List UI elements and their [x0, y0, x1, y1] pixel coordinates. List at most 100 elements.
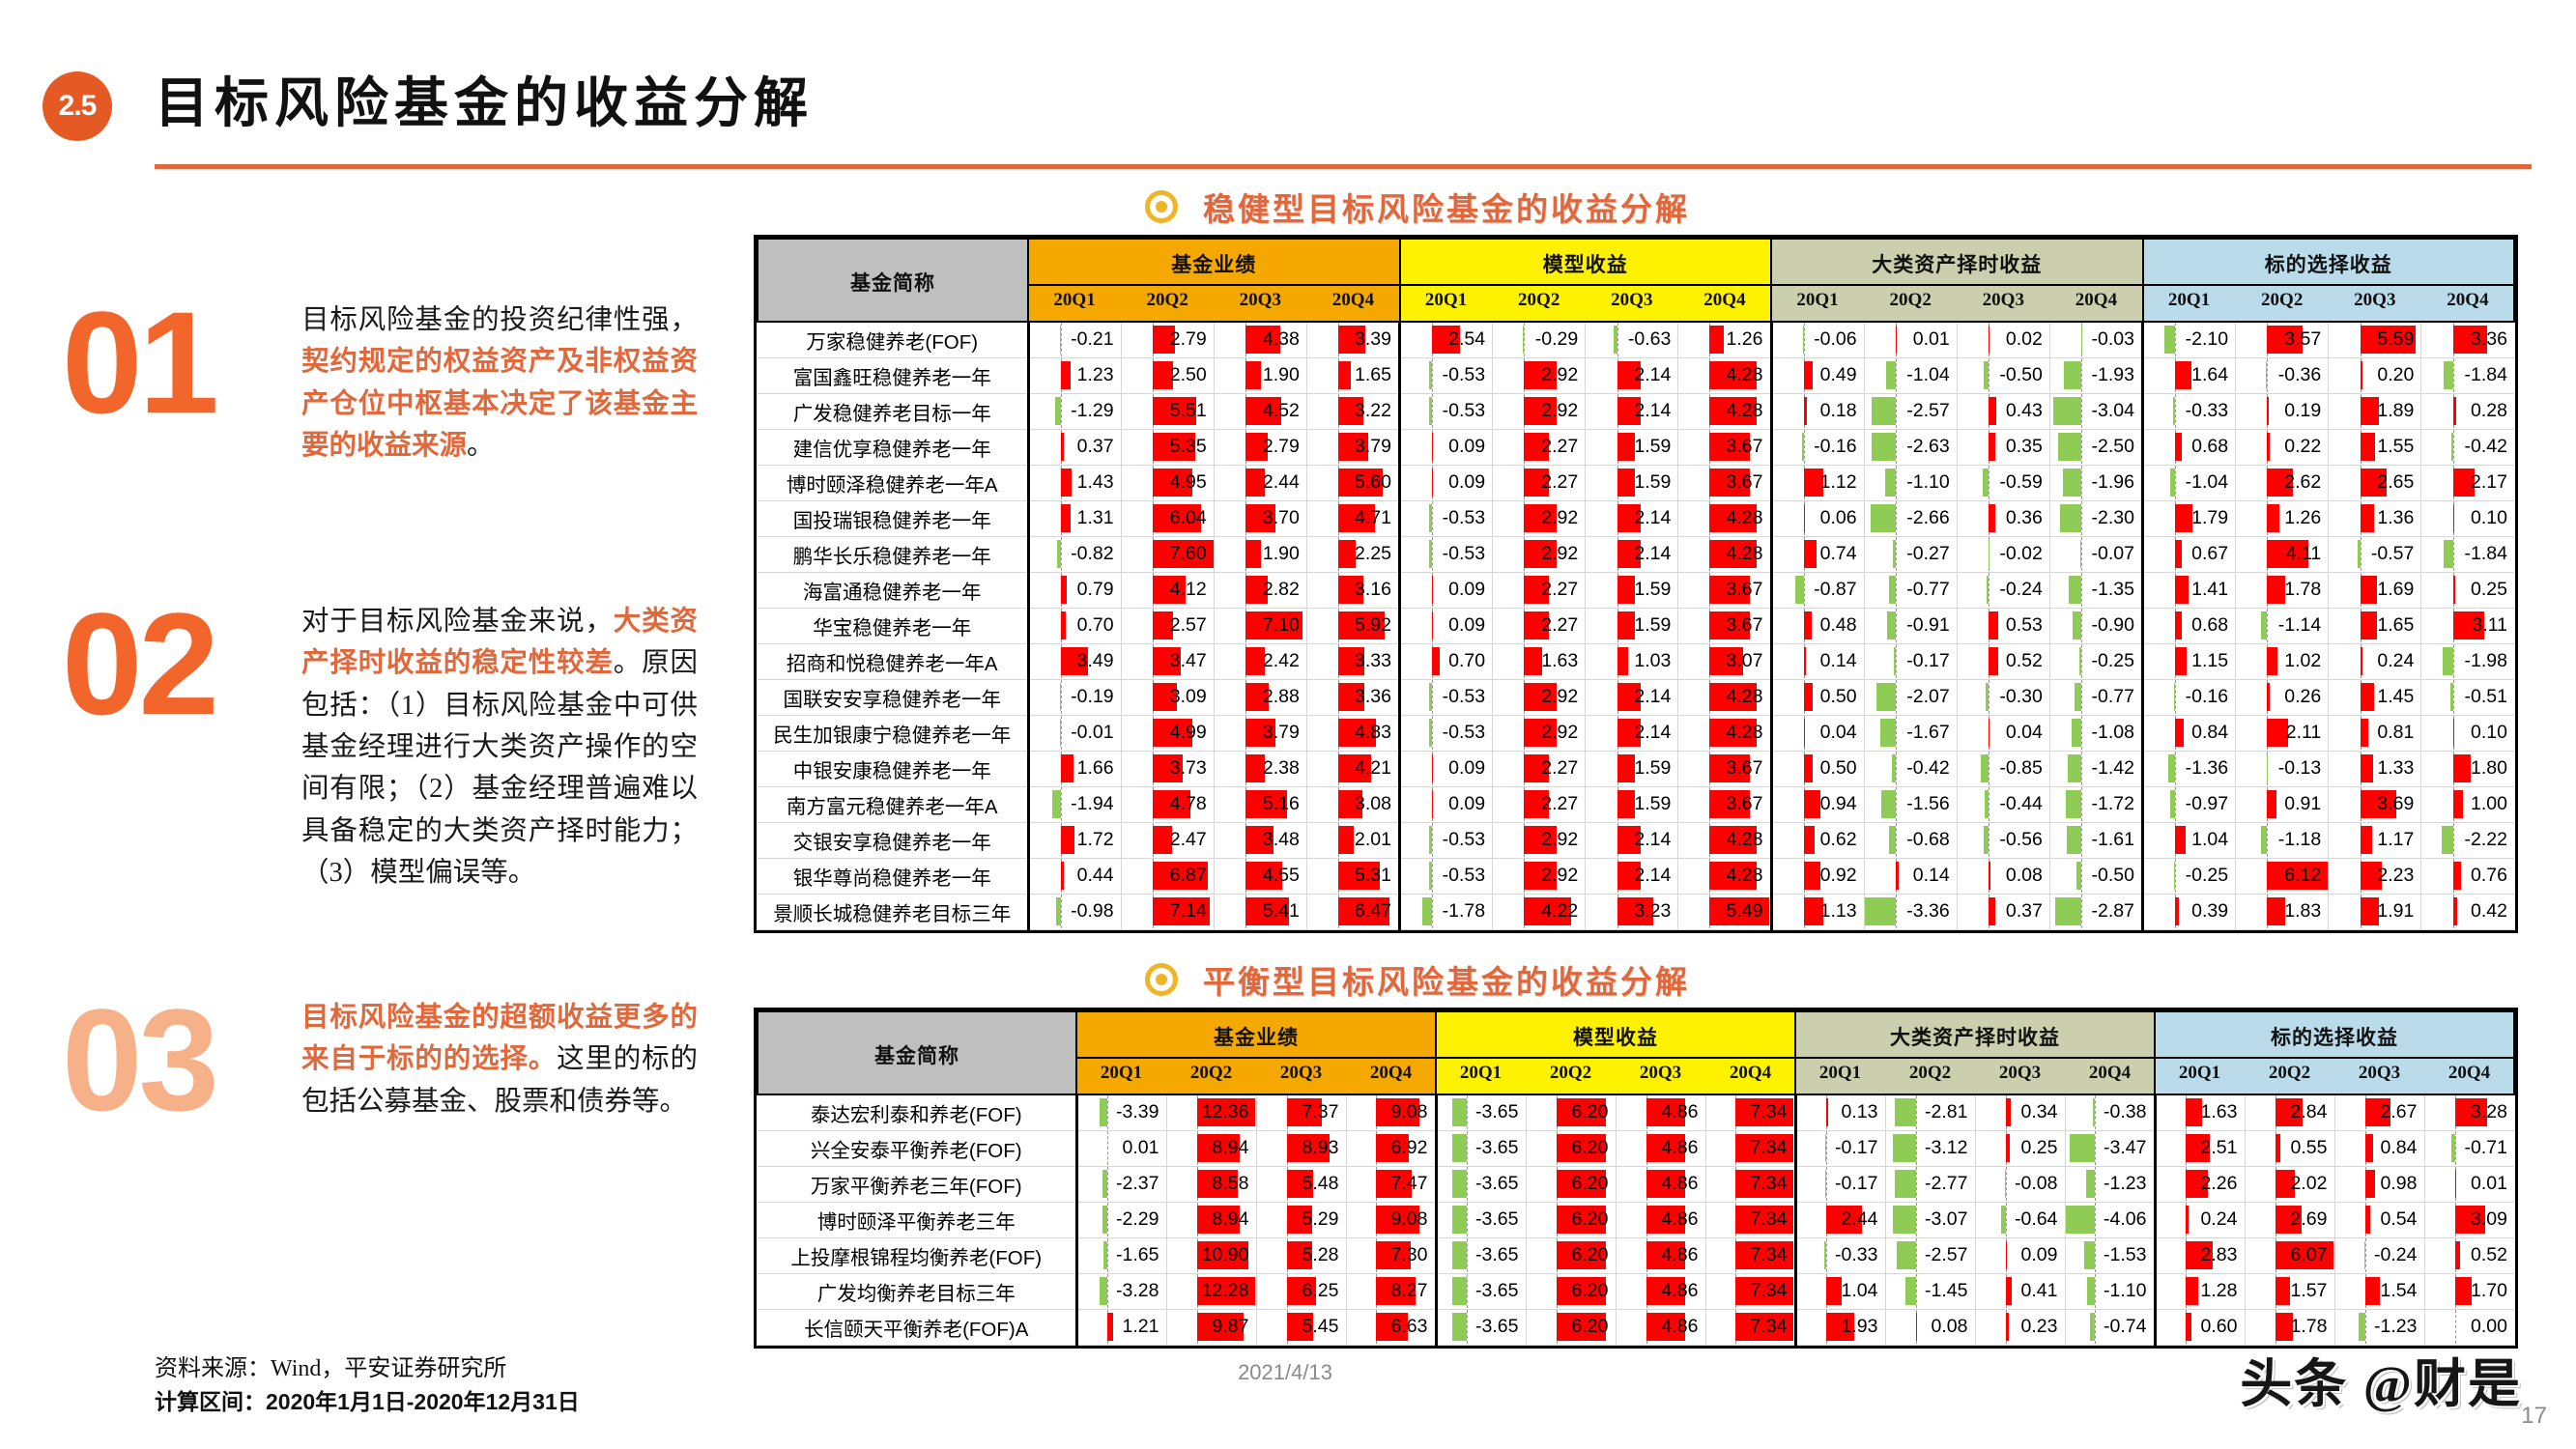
cell-value: 0.19: [2235, 392, 2330, 430]
cell-value: 4.11: [2235, 535, 2330, 573]
cell-number: 0.44: [1076, 865, 1114, 886]
databar-cell: 0.04: [1773, 716, 1864, 750]
cell-number: 7.34: [1750, 1101, 1788, 1123]
cell-value: 6.20: [1525, 1201, 1617, 1238]
cell-number: 2.79: [1169, 328, 1207, 351]
cell-value: 4.28: [1677, 356, 1772, 394]
databar-cell: -0.53: [1401, 501, 1492, 535]
databar-cell: 2.14: [1586, 716, 1677, 750]
cell-value: 0.08: [1884, 1308, 1976, 1346]
cell-value: 0.08: [1956, 857, 2050, 895]
databar-cell: -2.29: [1078, 1203, 1166, 1236]
cell-fund-name: 招商和悦稳健养老一年A: [758, 642, 1030, 680]
cell-number: 0.10: [2471, 722, 2507, 743]
databar-cell: -0.13: [2236, 752, 2328, 785]
databar: [2005, 1313, 2010, 1341]
table-row: 国投瑞银稳健养老一年 1.31 6.04 3.70 4.71 -0.53 2.92 2.14 4…: [758, 499, 2514, 537]
cell-number: -0.53: [1442, 543, 1486, 564]
databar-axis: [2080, 644, 2082, 678]
databar-axis: [2175, 680, 2176, 714]
databar-cell: -3.65: [1438, 1167, 1526, 1201]
cell-number: 2.14: [1634, 543, 1672, 564]
databar: [1709, 540, 1757, 568]
databar: [1803, 719, 1805, 747]
databar: [1337, 361, 1352, 389]
cell-number: -3.12: [1925, 1137, 1968, 1158]
databar-axis: [1107, 1203, 1109, 1236]
databar: [1428, 540, 1433, 568]
databar-cell: -1.36: [2144, 752, 2235, 785]
cell-value: 0.37: [1956, 893, 2050, 930]
cell-number: -2.57: [1925, 1244, 1968, 1265]
databar-axis: [2267, 358, 2269, 392]
databar-cell: 4.86: [1617, 1238, 1705, 1272]
databar-cell: 1.78: [2236, 573, 2328, 607]
databar: [1432, 754, 1434, 782]
databar-cell: 8.94: [1167, 1203, 1256, 1236]
cell-value: 2.14: [1585, 499, 1679, 537]
databar: [1245, 576, 1269, 604]
databar: [1709, 504, 1757, 532]
databar-cell: 0.01: [1865, 323, 1957, 357]
databar: [1337, 576, 1363, 604]
databar-cell: 0.42: [2421, 895, 2514, 928]
cell-fund-name: 上投摩根锦程均衡养老(FOF): [758, 1236, 1078, 1274]
bullet-text-tail: 这里的标的包括公募基金、股票和债券等。: [301, 1044, 698, 1117]
cell-value: 4.86: [1615, 1272, 1706, 1310]
databar-cell: 6.20: [1527, 1274, 1616, 1308]
bullet-text-highlight: 大类资产择时收益的稳定性较差: [301, 607, 698, 679]
databar: [2005, 1098, 2011, 1127]
cell-value: -0.33: [1793, 1236, 1886, 1274]
databar-cell: 2.14: [1586, 358, 1677, 392]
databar: [2360, 576, 2377, 604]
column-header-quarter: 20Q3: [1585, 285, 1678, 323]
databar: [1709, 576, 1750, 604]
cell-value: -0.01: [1027, 714, 1122, 752]
column-group-header: 模型收益: [1398, 238, 1772, 286]
databar-axis: [2080, 430, 2082, 464]
cell-value: 3.57: [2235, 321, 2330, 358]
databar-axis: [1467, 1310, 1469, 1344]
databar-cell: 1.33: [2329, 752, 2420, 785]
cell-value: 3.79: [1305, 428, 1401, 466]
databar: [1617, 719, 1642, 747]
column-header-quarter: 20Q4: [1346, 1058, 1437, 1095]
databar-cell: 2.69: [2246, 1203, 2334, 1236]
databar-axis: [1432, 716, 1433, 750]
cell-number: 0.55: [2290, 1137, 2328, 1158]
cell-value: -0.06: [1769, 321, 1865, 358]
cell-value: 3.67: [1677, 464, 1772, 501]
databar-cell: -3.65: [1438, 1095, 1526, 1130]
cell-value: 5.29: [1255, 1201, 1347, 1238]
cell-fund-name: 海富通稳健养老一年: [758, 571, 1030, 609]
databar-cell: 0.68: [2144, 430, 2235, 464]
cell-value: 0.50: [1769, 678, 1865, 716]
cell-number: 0.70: [1076, 614, 1114, 636]
cell-number: -3.65: [1475, 1208, 1519, 1230]
cell-value: 0.52: [1956, 642, 2050, 680]
databar-cell: 0.23: [1976, 1310, 2065, 1344]
databar-cell: 0.53: [1958, 609, 2049, 642]
databar-cell: 3.36: [2421, 323, 2514, 357]
column-header-quarter: 20Q1: [1794, 1058, 1885, 1095]
cell-value: 8.58: [1165, 1165, 1257, 1203]
databar-cell: 8.93: [1257, 1131, 1346, 1165]
cell-value: 1.00: [2420, 785, 2514, 823]
databar-cell: -3.47: [2066, 1131, 2154, 1165]
column-header-quarter: 20Q1: [1075, 1058, 1166, 1095]
cell-value: 0.09: [1397, 571, 1494, 609]
databar-cell: 2.27: [1493, 466, 1585, 499]
databar: [1709, 469, 1750, 497]
databar: [2083, 1241, 2096, 1269]
databar-axis: [2175, 859, 2176, 893]
databar: [2275, 1277, 2291, 1305]
databar-cell: 0.55: [2246, 1131, 2334, 1165]
cell-number: 2.92: [1541, 829, 1579, 850]
databar-axis: [2080, 716, 2082, 750]
databar: [2454, 1241, 2461, 1269]
databar-cell: 3.22: [1307, 394, 1398, 428]
cell-number: 2.14: [1634, 400, 1672, 421]
cell-value: -1.04: [1863, 356, 1958, 394]
cell-number: 1.45: [2377, 686, 2415, 707]
databar-cell: 3.67: [1678, 609, 1769, 642]
